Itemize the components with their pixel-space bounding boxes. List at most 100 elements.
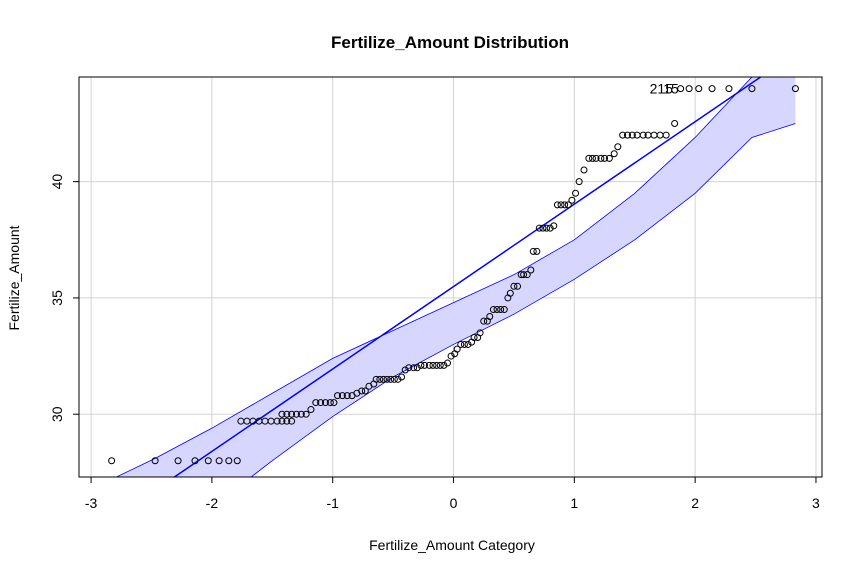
data-point [421, 361, 429, 369]
data-point [623, 131, 631, 139]
band-lower-edge [250, 123, 796, 477]
data-point [372, 375, 380, 383]
chart-title: Fertilize_Amount Distribution [331, 33, 569, 52]
data-point [288, 410, 296, 418]
data-point [297, 410, 305, 418]
data-point [605, 154, 613, 162]
data-point [376, 375, 384, 383]
data-point [425, 361, 433, 369]
data-point [695, 85, 703, 93]
data-point [585, 154, 593, 162]
x-tick-label: -1 [326, 495, 339, 511]
data-point [550, 222, 558, 230]
data-point [387, 375, 395, 383]
data-point [539, 224, 547, 232]
data-point [151, 457, 159, 465]
reference-line [173, 77, 762, 477]
data-point [390, 375, 398, 383]
data-point [401, 366, 409, 374]
x-tick-label: 1 [570, 495, 578, 511]
y-tick-label: 30 [49, 406, 65, 422]
band-upper-edge [115, 77, 753, 477]
data-point [405, 364, 413, 372]
y-axis: 30 35 40 [49, 174, 79, 422]
data-point [215, 457, 223, 465]
confidence-band [116, 77, 796, 477]
x-tick-label: 0 [450, 495, 458, 511]
data-point [433, 361, 441, 369]
data-point [493, 306, 501, 314]
data-point [791, 85, 799, 93]
data-point [500, 306, 508, 314]
data-point [283, 417, 291, 425]
data-point [601, 154, 609, 162]
data-point [514, 282, 522, 290]
data-point [358, 387, 366, 395]
data-point [225, 457, 233, 465]
data-point [553, 201, 561, 209]
data-point [278, 417, 286, 425]
data-point [489, 306, 497, 314]
data-point [564, 201, 572, 209]
data-point [447, 352, 455, 360]
data-point [506, 289, 514, 297]
data-point [533, 247, 541, 255]
data-point [527, 266, 535, 274]
data-point [470, 333, 478, 341]
y-tick-label: 40 [49, 174, 65, 190]
data-point [460, 340, 468, 348]
data-point [575, 178, 583, 186]
data-point [273, 417, 281, 425]
data-point [610, 150, 618, 158]
data-point [457, 340, 465, 348]
data-point [292, 410, 300, 418]
data-point [334, 392, 342, 400]
data-point [330, 399, 338, 407]
data-point [453, 345, 461, 353]
data-point [748, 85, 756, 93]
data-point [436, 361, 444, 369]
data-point [317, 399, 325, 407]
data-point [443, 359, 451, 367]
data-point [708, 85, 716, 93]
data-point [302, 410, 310, 418]
data-point [671, 120, 679, 128]
x-tick-label: -2 [206, 495, 219, 511]
x-tick-label: -3 [85, 495, 98, 511]
data-point [288, 417, 296, 425]
data-point [278, 410, 286, 418]
data-point [338, 392, 346, 400]
confidence-band-layer [115, 77, 796, 477]
data-point [480, 317, 488, 325]
data-point [662, 131, 670, 139]
data-point [592, 154, 600, 162]
data-point [383, 375, 391, 383]
data-point [233, 457, 241, 465]
data-point [379, 375, 387, 383]
data-point [174, 457, 182, 465]
data-point [650, 131, 658, 139]
data-point [398, 373, 406, 381]
data-point [520, 271, 528, 279]
data-point [685, 85, 693, 93]
data-point [283, 410, 291, 418]
point-label: 15 [663, 81, 679, 97]
data-point [413, 364, 421, 372]
point-label: 215 [650, 81, 674, 97]
data-point [497, 306, 505, 314]
data-point [307, 406, 315, 414]
data-point [580, 166, 588, 174]
data-point [191, 457, 199, 465]
reference-line-layer [173, 77, 762, 477]
data-point [619, 131, 627, 139]
data-point [628, 131, 636, 139]
data-point [725, 85, 733, 93]
data-point [543, 224, 551, 232]
plot-frame [78, 76, 823, 478]
data-point [464, 340, 472, 348]
data-point [597, 154, 605, 162]
y-tick-label: 35 [49, 290, 65, 306]
data-points [108, 85, 799, 465]
